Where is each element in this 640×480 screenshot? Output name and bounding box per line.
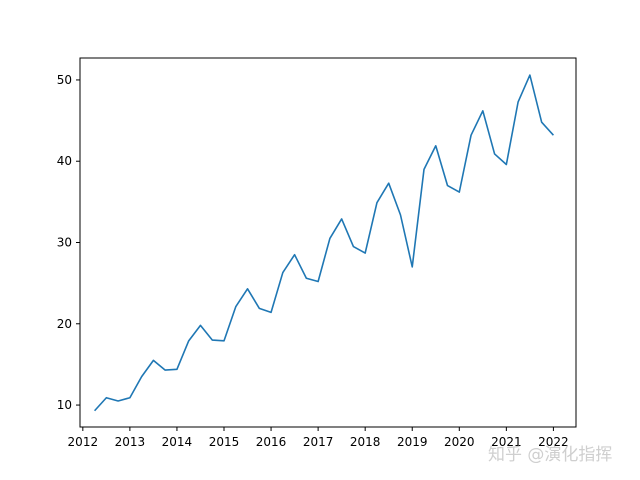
x-tick-label: 2020 (444, 435, 475, 449)
x-tick-label: 2015 (209, 435, 240, 449)
x-tick-label: 2021 (491, 435, 522, 449)
axis-ticks: 2012 2013 2014 2015 2016 2017 2018 2019 2020 2021… (57, 73, 569, 449)
x-tick-label: 2018 (350, 435, 381, 449)
y-tick-label: 50 (57, 73, 72, 87)
series-line (93, 74, 555, 412)
y-tick-label: 10 (57, 398, 72, 412)
x-tick-label: 2019 (397, 435, 428, 449)
x-tick-label: 2016 (256, 435, 287, 449)
y-tick-label: 30 (57, 236, 72, 250)
x-tick-label: 2013 (115, 435, 146, 449)
y-tick-label: 40 (57, 154, 72, 168)
x-tick-label: 2012 (68, 435, 99, 449)
x-tick-label: 2017 (303, 435, 334, 449)
y-tick-label: 20 (57, 317, 72, 331)
watermark: 知乎 @演化指挥 (488, 445, 613, 465)
x-tick-label: 2014 (162, 435, 193, 449)
plot-area-frame (79, 57, 577, 428)
x-tick-label: 2022 (538, 435, 569, 449)
